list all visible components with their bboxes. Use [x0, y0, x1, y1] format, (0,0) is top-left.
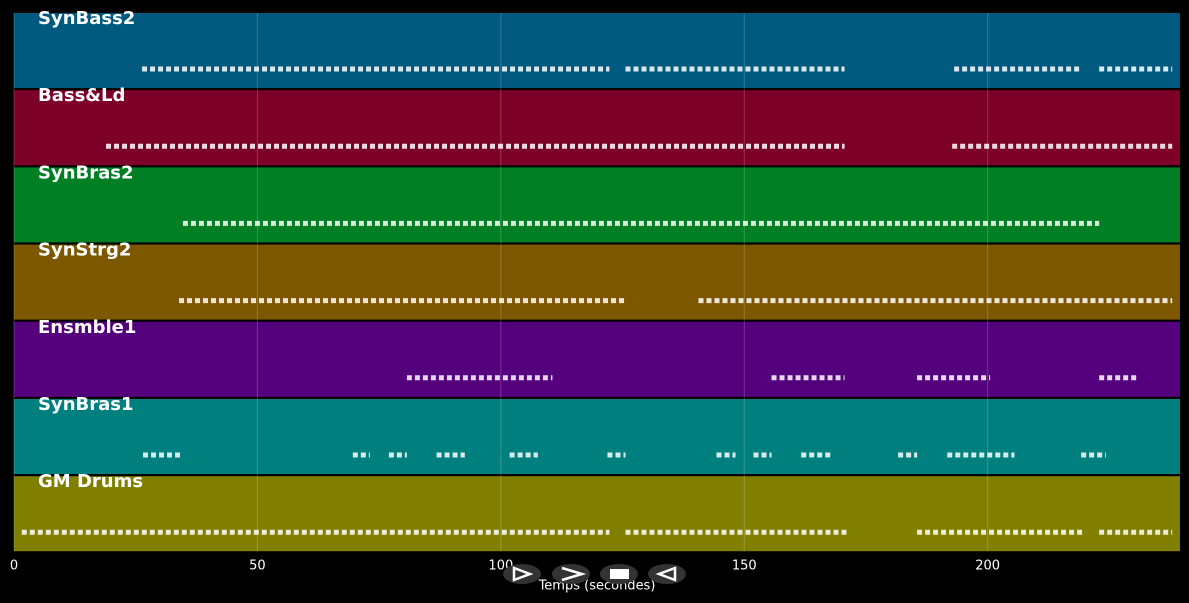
track-band [14, 321, 1180, 397]
back-button[interactable] [648, 564, 686, 584]
x-tick-label: 0 [10, 559, 18, 574]
track-band [14, 90, 1180, 166]
forward-button[interactable] [552, 564, 590, 584]
track-band [14, 13, 1180, 88]
playback-controls [503, 564, 686, 584]
stop-button[interactable] [600, 564, 638, 584]
track-band [14, 476, 1180, 552]
track-name: GM Drums [38, 471, 143, 492]
x-tick-label: 50 [249, 559, 266, 574]
x-tick-label: 200 [975, 559, 1000, 574]
track-band [14, 244, 1180, 320]
x-tick-label: 150 [732, 559, 757, 574]
track-name: SynBass2 [38, 8, 135, 29]
track-name: Bass&Ld [38, 85, 125, 106]
track-name: SynStrg2 [38, 240, 131, 261]
x-axis-label: Temps (secondes) [538, 579, 656, 594]
track-name: SynBras1 [38, 394, 134, 415]
play-button[interactable] [503, 564, 541, 584]
track-name: SynBras2 [38, 162, 134, 183]
track-band [14, 167, 1180, 243]
track-name: Ensmble1 [38, 317, 136, 338]
track-band [14, 399, 1180, 474]
